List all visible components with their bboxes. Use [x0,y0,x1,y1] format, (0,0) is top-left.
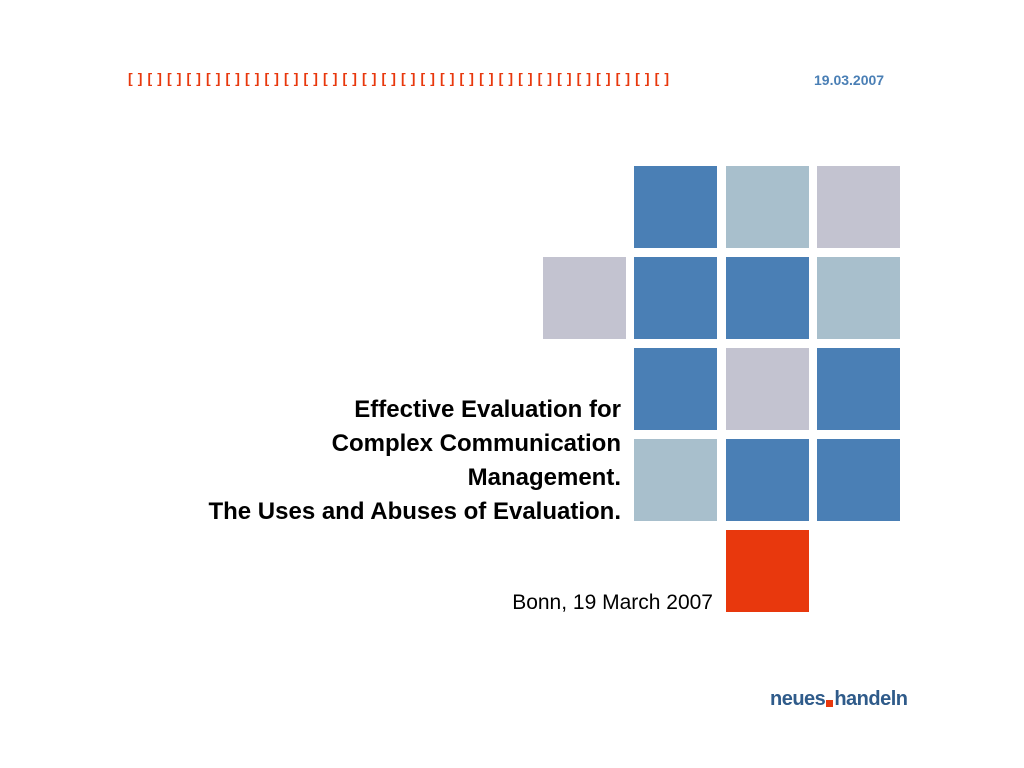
mosaic-tile [634,166,717,248]
mosaic-tile [634,257,717,339]
mosaic-tile-accent [726,530,809,612]
logo-text-part1: neues [770,688,826,710]
mosaic-tile [817,439,900,521]
mosaic-tile [634,348,717,430]
title-line: Management. [467,464,621,491]
mosaic-tile [726,257,809,339]
mosaic-tile [817,166,900,248]
logo-dot-icon [826,700,834,707]
company-logo: neues handeln [770,684,908,714]
mosaic-tile [726,439,809,521]
title-line: The Uses and Abuses of Evaluation. [208,498,621,525]
mosaic-tile [817,348,900,430]
logo-text-part2: handeln [834,688,908,710]
title-line: Effective Evaluation for [354,396,621,423]
header-date: 19.03.2007 [814,72,885,88]
mosaic-tile [817,257,900,339]
presentation-title: Effective Evaluation for Complex Communi… [60,393,621,529]
mosaic-tile [726,348,809,430]
title-line: Complex Communication [331,430,621,457]
mosaic-tile [543,257,626,339]
presentation-subtitle: Bonn, 19 March 2007 [512,591,713,614]
decorative-bracket-band: [ ] [ ] [ ] [ ] [ ] [ ] [ ] [ ] [ ] [ ] … [128,70,670,86]
mosaic-tile [726,166,809,248]
mosaic-tile [634,439,717,521]
